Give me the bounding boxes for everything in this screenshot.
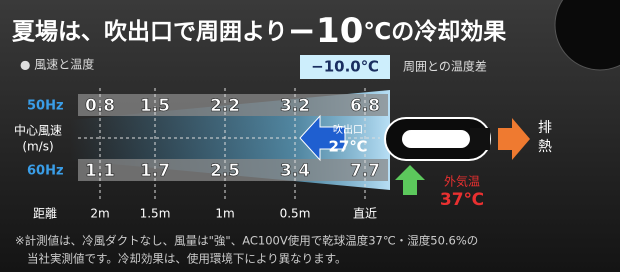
- wind-speed: 7.7: [350, 161, 380, 181]
- distance-tick: 直近: [353, 207, 377, 221]
- outlet-temp: 27℃: [328, 138, 367, 156]
- difference-value: −10.0℃: [311, 58, 379, 76]
- row-label: 50Hz: [27, 99, 64, 114]
- wind-speed: 1.7: [140, 161, 170, 181]
- wind-speed: 3.2: [280, 96, 310, 116]
- outside-label: 外気温: [444, 174, 480, 189]
- outside-temp: 37℃: [440, 190, 484, 210]
- exhaust-label: 熱: [538, 139, 552, 155]
- distance-tick: 2m: [90, 207, 109, 221]
- distance-tick: 1.5m: [140, 207, 171, 221]
- device-outlet: [402, 130, 470, 148]
- legend: ● 風速と温度: [20, 57, 94, 72]
- outlet-label: 吹出口: [333, 123, 363, 136]
- exhaust-label: 排: [538, 120, 552, 136]
- axis-label: 中心風速: [14, 123, 62, 138]
- wind-speed: 2.5: [210, 161, 240, 181]
- row-label: 60Hz: [27, 164, 64, 179]
- wind-speed: 1.1: [85, 161, 115, 181]
- wind-speed: 1.5: [140, 96, 170, 116]
- device-pipe: [470, 128, 490, 150]
- distance-tick: 0.5m: [280, 207, 311, 221]
- wind-speed: 6.8: [350, 96, 380, 116]
- axis-unit: (m/s): [22, 140, 53, 154]
- wind-speed: 3.4: [280, 161, 310, 181]
- footnote: ※計測値は、冷風ダクトなし、風量は"強"、AC100V使用で乾球温度37℃・湿度…: [15, 234, 478, 248]
- difference-label: 周囲との温度差: [403, 59, 487, 74]
- footnote: 当社実測値です。冷却効果は、使用環境下により異なります。: [27, 252, 346, 266]
- wind-speed: 0.8: [85, 96, 115, 116]
- infographic: 夏場は、吹出口で周囲より−10℃の冷却効果 ● 風速と温度 −10.0℃ 周囲と…: [0, 0, 620, 272]
- wind-speed: 2.2: [210, 96, 240, 116]
- distance-label: 距離: [33, 207, 57, 221]
- distance-tick: 1m: [215, 207, 234, 221]
